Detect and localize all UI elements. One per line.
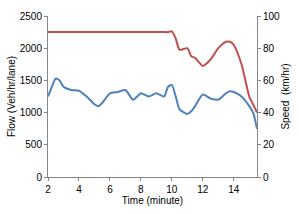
svg-text:Flow (Veh/hr/lane): Flow (Veh/hr/lane): [6, 56, 17, 137]
svg-text:Speed (km/hr): Speed (km/hr): [280, 63, 291, 129]
svg-text:20: 20: [263, 139, 275, 150]
svg-text:8: 8: [138, 184, 144, 195]
svg-text:2500: 2500: [20, 11, 43, 22]
svg-text:1000: 1000: [20, 107, 43, 118]
svg-text:10: 10: [166, 184, 178, 195]
svg-text:0: 0: [36, 172, 42, 183]
svg-text:14: 14: [228, 184, 240, 195]
svg-text:100: 100: [263, 11, 280, 22]
svg-text:0: 0: [263, 172, 269, 183]
svg-text:80: 80: [263, 43, 275, 54]
svg-text:2: 2: [45, 184, 51, 195]
svg-text:4: 4: [76, 184, 82, 195]
svg-text:2000: 2000: [20, 43, 43, 54]
svg-text:500: 500: [25, 139, 42, 150]
svg-text:12: 12: [197, 184, 209, 195]
svg-text:60: 60: [263, 75, 275, 86]
svg-text:40: 40: [263, 107, 275, 118]
svg-text:6: 6: [107, 184, 113, 195]
svg-text:Time (minute): Time (minute): [122, 195, 183, 206]
svg-text:1500: 1500: [20, 75, 43, 86]
